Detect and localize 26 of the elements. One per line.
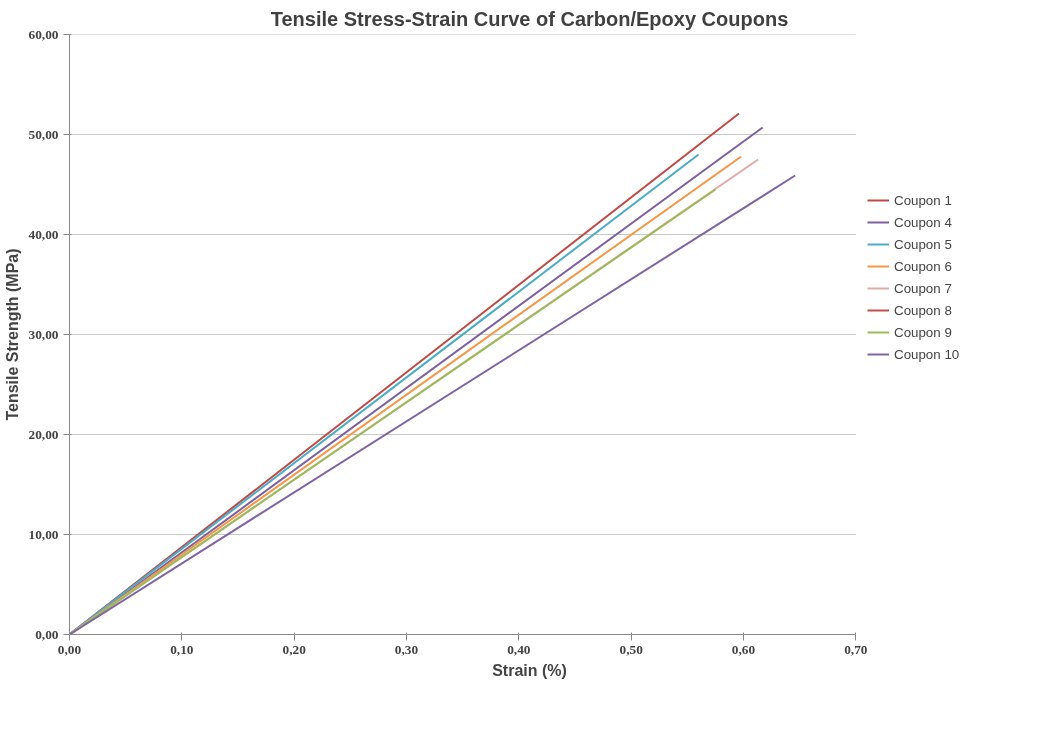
x-tick-label: 0,00	[57, 641, 82, 657]
x-tick-label: 0,50	[619, 641, 644, 657]
x-tick-label: 0,70	[844, 641, 868, 657]
x-tick-label: 0,40	[507, 641, 531, 657]
x-tick-label: 0,60	[731, 641, 756, 657]
x-axis-title: Strain (%)	[492, 661, 567, 679]
legend-label: Coupon 4	[894, 214, 952, 230]
x-tick-label: 0,30	[394, 641, 419, 657]
legend-label: Coupon 9	[894, 324, 952, 340]
y-tick-label: 20,00	[28, 426, 59, 442]
x-tick-label: 0,20	[282, 641, 307, 657]
y-tick-label: 0,00	[35, 626, 59, 642]
y-tick-label: 40,00	[28, 226, 59, 242]
legend-label: Coupon 7	[894, 280, 952, 296]
y-tick-label: 60,00	[28, 26, 59, 42]
x-tick-label: 0,10	[170, 641, 194, 657]
legend-label: Coupon 6	[894, 258, 952, 274]
chart-title: Tensile Stress-Strain Curve of Carbon/Epoxy Coupons	[270, 7, 789, 30]
y-axis-title: Tensile Strength (MPa)	[3, 248, 21, 421]
legend-label: Coupon 1	[894, 192, 952, 208]
y-tick-label: 30,00	[28, 326, 59, 342]
y-tick-label: 10,00	[28, 526, 59, 542]
legend-label: Coupon 8	[894, 302, 952, 318]
legend-label: Coupon 10	[894, 346, 960, 362]
legend-label: Coupon 5	[894, 236, 952, 252]
y-tick-label: 50,00	[28, 126, 59, 142]
